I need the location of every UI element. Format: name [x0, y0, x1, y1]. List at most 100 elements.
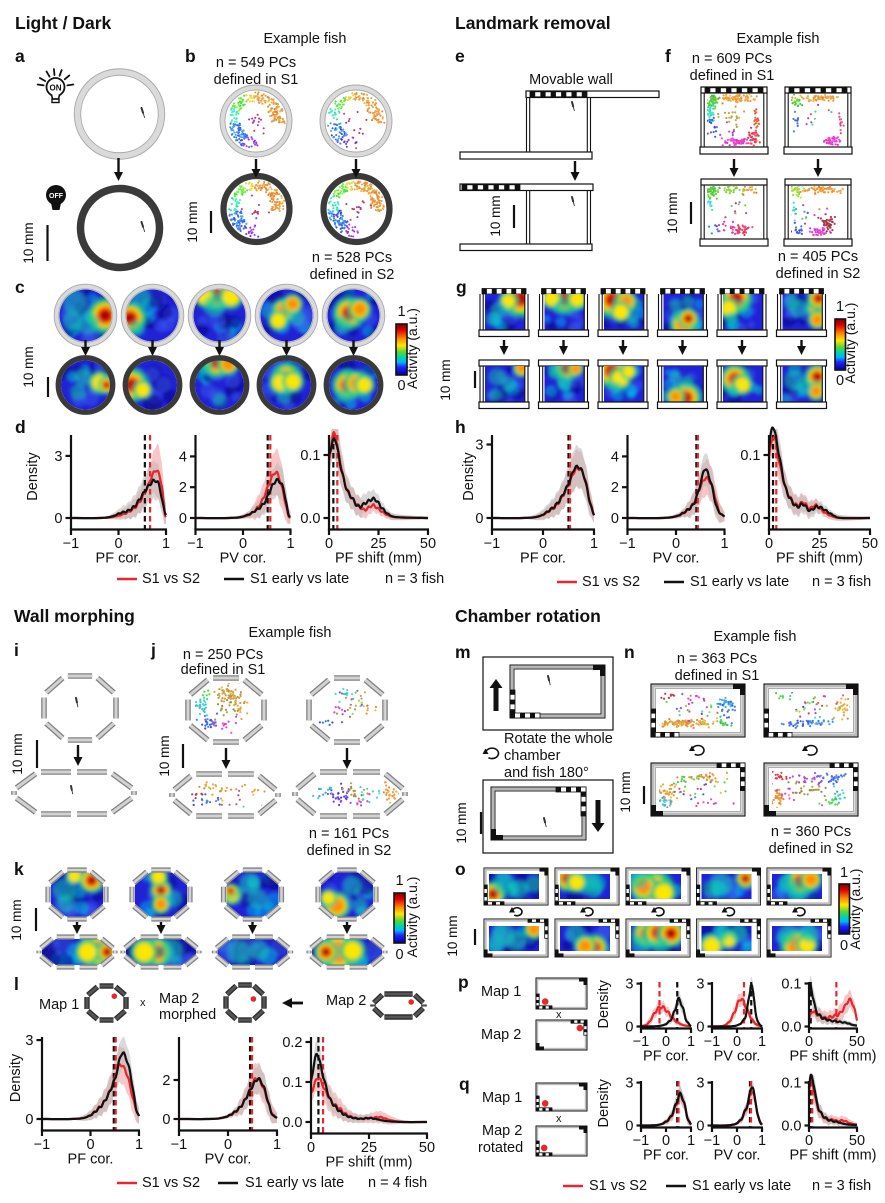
svg-text:S1 early vs late: S1 early vs late [690, 574, 789, 590]
svg-text:d: d [15, 417, 26, 437]
svg-text:10 mm: 10 mm [488, 195, 503, 236]
svg-text:Activity (a.u.): Activity (a.u.) [842, 303, 858, 384]
svg-text:2: 2 [611, 480, 619, 496]
svg-text:0: 0 [840, 938, 848, 954]
svg-text:n = 4 fish: n = 4 fish [368, 1175, 427, 1191]
svg-text:−1: −1 [484, 536, 501, 552]
svg-text:0.0: 0.0 [300, 511, 320, 527]
svg-text:10 mm: 10 mm [157, 735, 172, 776]
svg-text:0: 0 [397, 378, 405, 394]
svg-text:S1 early vs late: S1 early vs late [245, 1175, 344, 1191]
svg-text:PF cor.: PF cor. [520, 551, 566, 567]
svg-text:3: 3 [475, 438, 483, 454]
svg-text:10 mm: 10 mm [10, 733, 25, 774]
svg-text:Map 2: Map 2 [326, 993, 366, 1009]
svg-text:Activity (a.u.): Activity (a.u.) [404, 308, 420, 389]
svg-text:1: 1 [286, 536, 294, 552]
svg-text:h: h [455, 417, 466, 437]
svg-text:−1: −1 [34, 1137, 51, 1153]
svg-text:0: 0 [54, 511, 62, 527]
svg-text:10 mm: 10 mm [665, 192, 680, 233]
svg-text:Map 2: Map 2 [159, 991, 199, 1007]
svg-text:OFF: OFF [49, 193, 64, 200]
svg-text:1: 1 [590, 536, 598, 552]
svg-text:and fish 180°: and fish 180° [504, 765, 589, 781]
svg-text:0.1: 0.1 [740, 448, 760, 464]
svg-text:0: 0 [114, 536, 122, 552]
svg-text:0.1: 0.1 [282, 1075, 302, 1091]
svg-text:0: 0 [307, 1140, 315, 1156]
svg-text:25: 25 [370, 536, 386, 552]
svg-text:0: 0 [672, 536, 680, 552]
svg-text:Map 1: Map 1 [39, 997, 79, 1013]
svg-text:50: 50 [419, 1140, 435, 1156]
svg-text:defined in S2: defined in S2 [310, 267, 395, 283]
svg-text:50: 50 [862, 536, 878, 552]
svg-text:0: 0 [765, 536, 773, 552]
svg-text:PF shift (mm): PF shift (mm) [326, 1155, 413, 1171]
svg-text:10 mm: 10 mm [454, 802, 469, 843]
svg-text:Wall morphing: Wall morphing [14, 606, 135, 626]
svg-text:j: j [150, 640, 156, 660]
svg-text:0.0: 0.0 [740, 511, 760, 527]
svg-text:10 mm: 10 mm [185, 201, 200, 242]
svg-text:defined in S1: defined in S1 [214, 72, 299, 88]
svg-text:4: 4 [179, 449, 187, 465]
svg-text:1: 1 [273, 1137, 281, 1153]
svg-text:PF cor.: PF cor. [68, 1152, 114, 1168]
svg-text:25: 25 [811, 536, 827, 552]
svg-text:1: 1 [397, 304, 405, 320]
svg-text:S1 vs S2: S1 vs S2 [142, 1175, 200, 1191]
svg-text:n = 360 PCs: n = 360 PCs [771, 824, 851, 840]
svg-text:n = 549 PCs: n = 549 PCs [216, 55, 296, 71]
svg-text:ON: ON [50, 84, 62, 93]
svg-text:Light / Dark: Light / Dark [15, 13, 112, 33]
svg-text:−1: −1 [63, 536, 80, 552]
svg-text:3: 3 [54, 449, 62, 465]
svg-text:0: 0 [836, 373, 844, 389]
svg-text:n = 609 PCs: n = 609 PCs [692, 51, 772, 67]
svg-text:chamber: chamber [504, 748, 561, 764]
svg-text:0.0: 0.0 [282, 1115, 302, 1131]
svg-text:10 mm: 10 mm [21, 346, 36, 387]
svg-text:1: 1 [135, 1137, 143, 1153]
svg-text:l: l [14, 974, 19, 994]
svg-text:defined in S1: defined in S1 [675, 668, 760, 684]
svg-text:a: a [15, 46, 25, 66]
svg-text:defined in S1: defined in S1 [181, 662, 266, 678]
svg-text:e: e [455, 46, 465, 66]
svg-text:0: 0 [475, 511, 483, 527]
svg-text:PV cor.: PV cor. [653, 551, 700, 567]
svg-text:1: 1 [840, 865, 848, 881]
svg-text:morphed: morphed [159, 1007, 216, 1023]
svg-text:2: 2 [179, 480, 187, 496]
svg-text:1: 1 [720, 536, 728, 552]
svg-text:0: 0 [179, 511, 187, 527]
svg-text:0: 0 [611, 511, 619, 527]
svg-text:S1 vs S2: S1 vs S2 [582, 574, 640, 590]
svg-text:defined in S1: defined in S1 [690, 68, 775, 84]
svg-text:PF shift (mm): PF shift (mm) [776, 551, 863, 567]
svg-text:defined in S2: defined in S2 [769, 841, 854, 857]
svg-text:Example fish: Example fish [713, 629, 796, 645]
svg-text:25: 25 [361, 1140, 377, 1156]
svg-text:x: x [140, 997, 146, 1009]
svg-text:n = 405 PCs: n = 405 PCs [778, 249, 858, 265]
svg-text:10 mm: 10 mm [438, 359, 453, 400]
svg-text:Density: Density [25, 452, 41, 501]
svg-text:n = 3 fish: n = 3 fish [385, 571, 444, 587]
svg-text:0: 0 [395, 947, 403, 963]
svg-text:c: c [15, 277, 25, 297]
svg-text:10 mm: 10 mm [445, 915, 460, 956]
svg-text:b: b [185, 46, 196, 66]
svg-text:defined in S2: defined in S2 [776, 266, 861, 282]
svg-text:k: k [14, 859, 24, 879]
svg-text:10 mm: 10 mm [9, 899, 24, 940]
svg-text:0: 0 [25, 1112, 33, 1128]
svg-text:1: 1 [836, 299, 844, 315]
svg-text:m: m [455, 642, 471, 662]
svg-text:n = 528 PCs: n = 528 PCs [312, 250, 392, 266]
svg-text:0.2: 0.2 [282, 1035, 302, 1051]
svg-text:f: f [665, 46, 671, 66]
svg-text:4: 4 [611, 449, 619, 465]
